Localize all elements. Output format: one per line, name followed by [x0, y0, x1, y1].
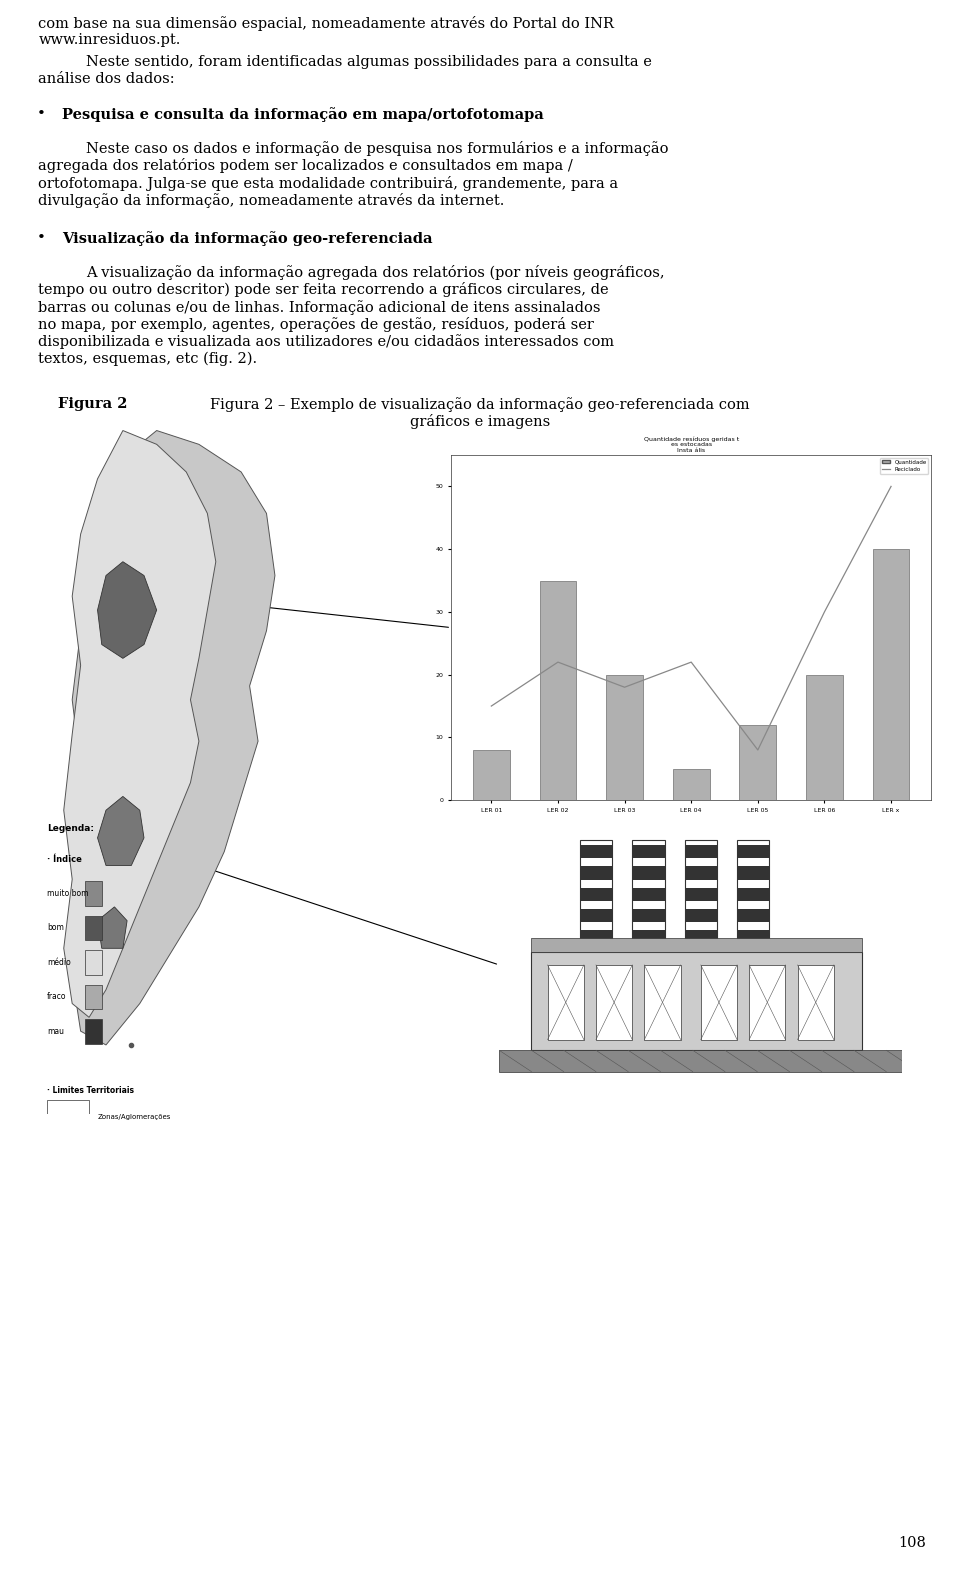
- Bar: [473, 750, 510, 800]
- Bar: [739, 725, 776, 800]
- Bar: [684, 908, 717, 923]
- Bar: [532, 951, 862, 1050]
- Text: Zonas/Aglomerações: Zonas/Aglomerações: [98, 1114, 171, 1120]
- Text: •: •: [36, 231, 45, 245]
- Text: Pesquisa e consulta da informação em mapa/ortofotomapa: Pesquisa e consulta da informação em map…: [62, 107, 544, 122]
- Bar: [798, 965, 834, 1040]
- Text: no mapa, por exemplo, agentes, operações de gestão, resíduos, poderá ser: no mapa, por exemplo, agentes, operações…: [38, 317, 594, 333]
- Bar: [673, 769, 709, 800]
- Bar: [806, 675, 843, 800]
- Text: barras ou colunas e/ou de linhas. Informação adicional de itens assinalados: barras ou colunas e/ou de linhas. Inform…: [38, 300, 601, 314]
- Text: médio: médio: [47, 957, 71, 967]
- Bar: [737, 839, 769, 951]
- Text: Figura 2: Figura 2: [58, 397, 127, 411]
- Text: · Limites Territoriais: · Limites Territoriais: [47, 1086, 133, 1095]
- Text: análise dos dados:: análise dos dados:: [38, 72, 175, 86]
- Text: · Índice: · Índice: [47, 855, 82, 865]
- Text: muito bom: muito bom: [47, 888, 88, 897]
- Text: ortofotomapa. Julga-se que esta modalidade contribuirá, grandemente, para a: ortofotomapa. Julga-se que esta modalida…: [38, 176, 618, 191]
- Text: www.inresiduos.pt.: www.inresiduos.pt.: [38, 33, 180, 47]
- Bar: [737, 888, 769, 901]
- Bar: [532, 938, 862, 951]
- Text: textos, esquemas, etc (fig. 2).: textos, esquemas, etc (fig. 2).: [38, 351, 257, 366]
- Bar: [84, 916, 102, 940]
- Bar: [701, 965, 737, 1040]
- Bar: [684, 930, 717, 943]
- Bar: [684, 844, 717, 858]
- Bar: [540, 581, 576, 800]
- Bar: [737, 930, 769, 943]
- Bar: [84, 882, 102, 905]
- Text: agregada dos relatórios podem ser localizados e consultados em mapa /: agregada dos relatórios podem ser locali…: [38, 158, 573, 174]
- Bar: [47, 1100, 89, 1134]
- Text: tempo ou outro descritor) pode ser feita recorrendo a gráficos circulares, de: tempo ou outro descritor) pode ser feita…: [38, 282, 609, 298]
- Bar: [547, 965, 584, 1040]
- Bar: [737, 844, 769, 858]
- Bar: [633, 908, 664, 923]
- Text: 108: 108: [899, 1536, 926, 1550]
- Polygon shape: [98, 907, 127, 948]
- Bar: [684, 839, 717, 951]
- Text: •: •: [36, 107, 45, 121]
- Text: divulgação da informação, nomeadamente através da internet.: divulgação da informação, nomeadamente a…: [38, 193, 505, 209]
- Bar: [873, 549, 909, 800]
- Title: Quantidade resíduos geridas t
es estocadas
Insta ális: Quantidade resíduos geridas t es estocad…: [643, 436, 739, 453]
- Bar: [84, 985, 102, 1009]
- Bar: [633, 844, 664, 858]
- Polygon shape: [98, 797, 144, 866]
- Bar: [749, 965, 785, 1040]
- Bar: [684, 866, 717, 880]
- Text: bom: bom: [47, 923, 63, 932]
- Bar: [737, 866, 769, 880]
- Legend: Quantidade, Reciclado: Quantidade, Reciclado: [880, 458, 928, 474]
- Polygon shape: [72, 430, 275, 1045]
- Bar: [580, 866, 612, 880]
- Bar: [596, 965, 633, 1040]
- Text: Legenda:: Legenda:: [47, 824, 94, 833]
- Text: mau: mau: [47, 1026, 64, 1036]
- Text: Neste caso os dados e informação de pesquisa nos formulários e a informação: Neste caso os dados e informação de pesq…: [86, 141, 669, 157]
- Polygon shape: [63, 430, 216, 1017]
- Bar: [633, 866, 664, 880]
- Bar: [737, 908, 769, 923]
- Bar: [633, 888, 664, 901]
- Bar: [580, 930, 612, 943]
- Bar: [633, 930, 664, 943]
- Text: fraco: fraco: [47, 992, 66, 1001]
- Text: Figura 2 – Exemplo de visualização da informação geo-referenciada com: Figura 2 – Exemplo de visualização da in…: [210, 397, 750, 411]
- Text: A visualização da informação agregada dos relatórios (por níveis geográficos,: A visualização da informação agregada do…: [86, 265, 665, 281]
- Bar: [84, 951, 102, 974]
- Bar: [607, 675, 643, 800]
- Bar: [580, 908, 612, 923]
- Text: Visualização da informação geo-referenciada: Visualização da informação geo-referenci…: [62, 231, 433, 246]
- Text: Neste sentido, foram identificadas algumas possibilidades para a consulta e: Neste sentido, foram identificadas algum…: [86, 55, 652, 69]
- Bar: [580, 839, 612, 951]
- Bar: [580, 844, 612, 858]
- Bar: [644, 965, 681, 1040]
- Text: disponibilizada e visualizada aos utilizadores e/ou cidadãos interessados com: disponibilizada e visualizada aos utiliz…: [38, 334, 614, 348]
- Text: gráficos e imagens: gráficos e imagens: [410, 414, 550, 430]
- Bar: [633, 839, 664, 951]
- Bar: [580, 888, 612, 901]
- Bar: [499, 1050, 902, 1072]
- Text: Figura 2 – Exemplo de visualização da informação geo-referenciada com: Figura 2 – Exemplo de visualização da in…: [58, 397, 597, 411]
- Bar: [84, 1020, 102, 1043]
- Polygon shape: [98, 562, 156, 659]
- Text: com base na sua dimensão espacial, nomeadamente através do Portal do INR: com base na sua dimensão espacial, nomea…: [38, 16, 614, 31]
- Bar: [684, 888, 717, 901]
